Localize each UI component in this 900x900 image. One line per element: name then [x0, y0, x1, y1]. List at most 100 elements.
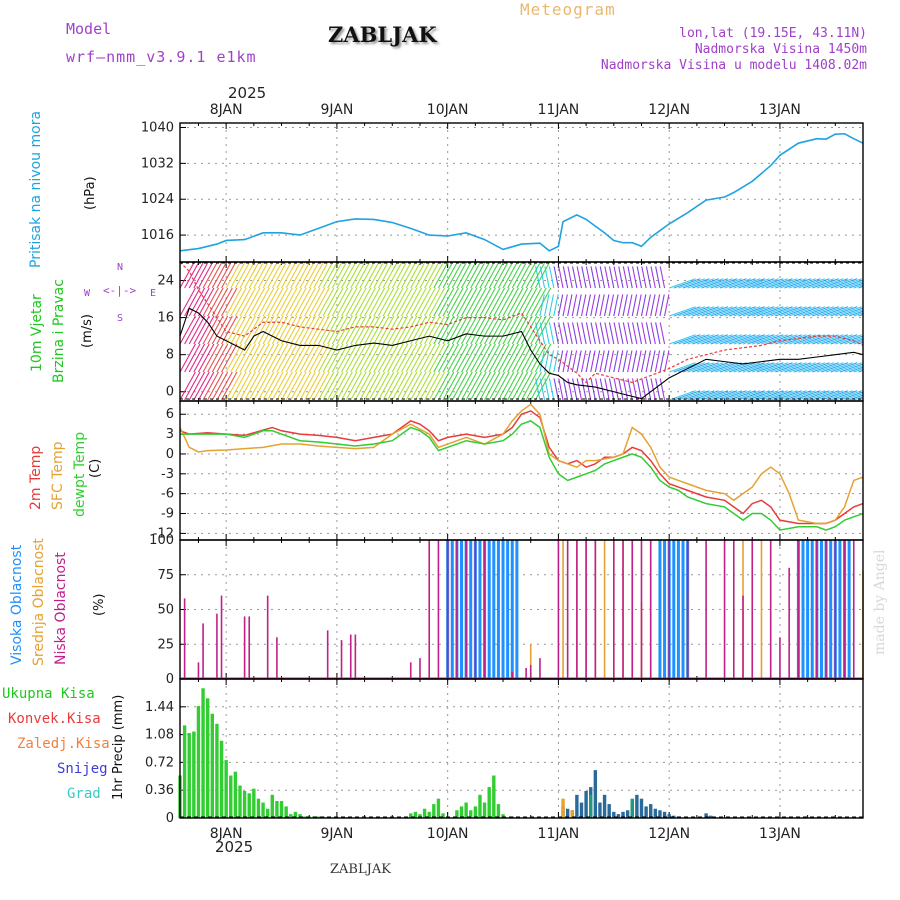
- wind-barb: [701, 362, 729, 373]
- wind-barb: [281, 343, 298, 373]
- wind-barb: [239, 262, 255, 289]
- wind-barb: [576, 378, 583, 401]
- wind-barb: [793, 390, 821, 401]
- wind-barb: [405, 315, 423, 345]
- cloud-bar: [801, 540, 805, 679]
- wind-barb: [608, 378, 615, 401]
- cloud-bar: [501, 540, 505, 679]
- wind-barb: [336, 287, 353, 317]
- wind-barb: [567, 294, 573, 317]
- wind-barb: [770, 306, 798, 317]
- wind-barb: [428, 262, 445, 289]
- wind-barb: [331, 371, 349, 401]
- ytick-label: 25: [157, 637, 174, 652]
- wind-barb: [650, 350, 656, 373]
- wind-barb: [788, 306, 816, 317]
- wind-barb: [197, 371, 215, 401]
- wind-barb: [474, 315, 492, 345]
- wind-barb: [507, 262, 523, 289]
- ytick-label: 0.72: [145, 755, 174, 770]
- wind-barb: [230, 287, 247, 317]
- wind-barb: [733, 306, 761, 317]
- wind-barb: [290, 262, 306, 289]
- wind-barb: [433, 262, 449, 289]
- wind-barb: [654, 350, 661, 373]
- wind-barb: [687, 334, 715, 345]
- wind-barb: [442, 315, 459, 345]
- precip-bar: [182, 725, 187, 818]
- panel-border: [179, 539, 864, 680]
- wind-barb: [705, 306, 733, 317]
- wind-barb: [497, 287, 515, 317]
- wind-barb: [640, 294, 647, 317]
- wind-barb: [821, 362, 849, 373]
- wind-barb: [211, 287, 229, 317]
- wind-barb: [622, 266, 629, 289]
- wind-barb: [761, 278, 789, 289]
- precip-bar: [409, 813, 413, 818]
- wind-barb: [632, 322, 638, 345]
- wind-barb: [294, 287, 312, 317]
- wind-barb: [493, 287, 510, 317]
- wind-barb: [825, 362, 853, 373]
- precip-bar: [565, 808, 570, 818]
- wind-barb: [244, 371, 261, 401]
- wind-barb: [202, 371, 219, 401]
- wind-barb: [572, 322, 578, 345]
- wind-barb: [710, 334, 738, 345]
- wind-barb: [724, 334, 752, 345]
- wind-barb: [807, 390, 835, 401]
- precip-bar: [252, 788, 256, 818]
- wind-barb: [428, 287, 446, 317]
- wind-barb: [304, 262, 320, 289]
- wind-barb: [313, 343, 330, 373]
- wind-barb: [530, 315, 547, 345]
- wind-barb: [567, 350, 573, 373]
- wind-barb: [193, 343, 210, 373]
- wind-barb: [793, 278, 821, 289]
- wind-barb: [336, 262, 352, 289]
- wind-barb: [197, 287, 215, 317]
- wind-barb: [558, 266, 564, 289]
- wind-barb: [336, 371, 353, 401]
- wind-barb: [396, 287, 413, 317]
- wind-barb: [225, 371, 243, 401]
- cloud-bar: [819, 540, 823, 679]
- wind-barb: [539, 322, 546, 345]
- wind-barb: [424, 343, 441, 373]
- wind-barb: [752, 390, 779, 401]
- cloud-bar: [562, 540, 564, 679]
- wind-barb: [461, 343, 478, 373]
- wind-barb: [710, 278, 738, 289]
- precip-bar: [579, 802, 584, 818]
- day-label-bottom: 9JAN: [320, 826, 353, 842]
- wind-barb: [664, 350, 670, 373]
- precip-bar: [662, 811, 667, 818]
- cloud-bar: [640, 540, 643, 679]
- wind-barb: [562, 350, 568, 373]
- wind-barb: [608, 322, 615, 345]
- wind-barb: [779, 334, 807, 345]
- wind-barb: [756, 362, 784, 373]
- wind-barb: [738, 278, 766, 289]
- wind-barb: [368, 315, 386, 345]
- wind-barb: [705, 362, 733, 373]
- wind-barb: [507, 287, 524, 317]
- wind-barb: [539, 350, 545, 373]
- wind-barb: [719, 334, 747, 345]
- wind-barb: [738, 306, 766, 317]
- wind-barb: [253, 315, 270, 345]
- precip-label-frozen: Zaledj.Kisa: [17, 736, 110, 752]
- wind-gust-line: [179, 261, 864, 384]
- wind-barb: [673, 278, 701, 289]
- cloud-bar: [663, 540, 667, 679]
- wind-barb: [221, 343, 238, 373]
- wind-barb: [830, 362, 858, 373]
- wind-barb: [798, 362, 826, 373]
- precip-bar: [496, 804, 501, 818]
- wind-barb: [341, 343, 358, 373]
- wind-barb: [862, 287, 863, 288]
- wind-barb: [336, 343, 353, 373]
- day-label-top: 11JAN: [538, 102, 580, 118]
- wind-barb: [562, 378, 569, 401]
